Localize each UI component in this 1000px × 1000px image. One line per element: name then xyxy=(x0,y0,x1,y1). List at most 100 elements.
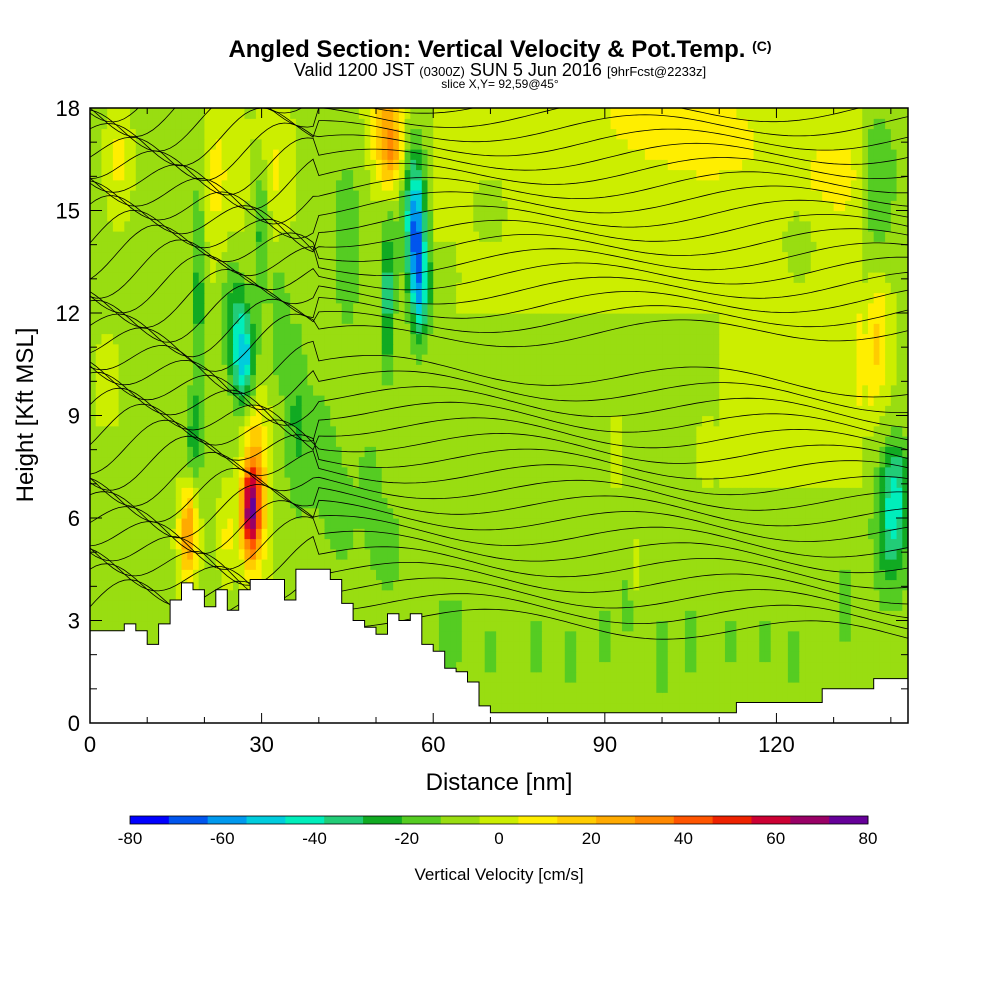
velocity-cell xyxy=(867,579,875,591)
velocity-cell xyxy=(410,548,417,560)
velocity-cell xyxy=(839,395,846,406)
velocity-cell xyxy=(90,446,97,458)
velocity-cell xyxy=(198,579,206,591)
velocity-cell xyxy=(181,374,188,386)
velocity-cell xyxy=(599,384,606,396)
velocity-cell xyxy=(364,497,371,509)
velocity-cell xyxy=(570,405,577,417)
velocity-cell xyxy=(862,507,869,519)
velocity-cell xyxy=(398,579,406,591)
velocity-cell xyxy=(107,569,114,581)
velocity-cell xyxy=(633,589,640,601)
velocity-cell xyxy=(387,425,394,437)
velocity-cell xyxy=(873,425,880,437)
velocity-cell xyxy=(376,415,383,427)
velocity-cell xyxy=(885,671,892,683)
velocity-cell xyxy=(782,425,789,437)
velocity-cell xyxy=(799,528,806,540)
velocity-cell xyxy=(770,395,778,406)
velocity-cell xyxy=(656,661,663,673)
velocity-cell xyxy=(782,671,789,683)
velocity-cell xyxy=(639,507,646,519)
velocity-cell xyxy=(822,374,829,386)
velocity-cell xyxy=(845,610,852,622)
velocity-cell xyxy=(215,425,223,437)
velocity-cell xyxy=(519,384,526,396)
velocity-cell xyxy=(639,610,646,622)
velocity-cell xyxy=(416,456,423,468)
velocity-cell xyxy=(776,364,783,376)
velocity-cell xyxy=(284,477,291,488)
velocity-cell xyxy=(541,405,549,417)
velocity-cell xyxy=(616,671,623,683)
velocity-cell xyxy=(444,559,451,570)
velocity-cell xyxy=(759,538,766,550)
velocity-cell xyxy=(713,415,720,427)
velocity-cell xyxy=(358,569,366,581)
velocity-cell xyxy=(805,548,812,560)
velocity-cell xyxy=(358,600,366,611)
velocity-cell xyxy=(95,548,103,560)
velocity-cell xyxy=(747,364,755,376)
velocity-cell xyxy=(627,384,635,396)
velocity-cell xyxy=(433,477,440,488)
velocity-cell xyxy=(833,436,840,447)
velocity-cell xyxy=(273,446,280,458)
velocity-cell xyxy=(192,364,200,376)
velocity-cell xyxy=(112,466,120,478)
velocity-cell xyxy=(393,436,400,447)
velocity-cell xyxy=(873,641,880,652)
velocity-cell xyxy=(610,630,617,642)
velocity-cell xyxy=(559,548,566,560)
velocity-cell xyxy=(621,589,629,601)
velocity-cell xyxy=(301,425,308,437)
velocity-cell xyxy=(559,682,566,693)
velocity-cell xyxy=(181,456,188,468)
velocity-cell xyxy=(536,682,543,693)
velocity-cell xyxy=(290,405,297,417)
velocity-cell xyxy=(805,641,812,652)
velocity-cell xyxy=(621,671,629,683)
velocity-cell xyxy=(896,507,903,519)
velocity-cell xyxy=(850,384,858,396)
velocity-cell xyxy=(621,456,629,468)
velocity-cell xyxy=(644,364,652,376)
velocity-cell xyxy=(581,364,589,376)
velocity-cell xyxy=(233,518,240,529)
velocity-cell xyxy=(250,425,257,437)
velocity-cell xyxy=(576,405,583,417)
velocity-cell xyxy=(530,518,537,529)
velocity-cell xyxy=(358,436,366,447)
velocity-cell xyxy=(135,538,143,550)
velocity-cell xyxy=(759,651,766,663)
velocity-cell xyxy=(547,610,554,622)
velocity-cell xyxy=(885,610,892,622)
velocity-cell xyxy=(450,589,457,601)
velocity-cell xyxy=(112,405,120,417)
velocity-cell xyxy=(547,692,554,704)
velocity-cell xyxy=(107,528,114,540)
velocity-cell xyxy=(879,589,886,601)
velocity-cell xyxy=(702,415,709,427)
velocity-cell xyxy=(581,538,589,550)
velocity-cell xyxy=(381,497,389,509)
velocity-cell xyxy=(467,415,474,427)
velocity-cell xyxy=(696,548,703,560)
velocity-cell xyxy=(616,641,623,652)
velocity-cell xyxy=(438,579,446,591)
velocity-cell xyxy=(450,374,457,386)
velocity-cell xyxy=(221,477,228,488)
velocity-cell xyxy=(902,569,908,581)
velocity-cell xyxy=(576,466,583,478)
velocity-cell xyxy=(313,405,320,417)
velocity-cell xyxy=(719,497,726,509)
velocity-cell xyxy=(856,600,863,611)
velocity-cell xyxy=(656,600,663,611)
velocity-cell xyxy=(581,569,589,581)
velocity-cell xyxy=(644,538,652,550)
velocity-cell xyxy=(879,600,886,611)
velocity-cell xyxy=(141,569,148,581)
velocity-cell xyxy=(599,497,606,509)
velocity-cell xyxy=(519,528,526,540)
velocity-cell xyxy=(707,641,715,652)
